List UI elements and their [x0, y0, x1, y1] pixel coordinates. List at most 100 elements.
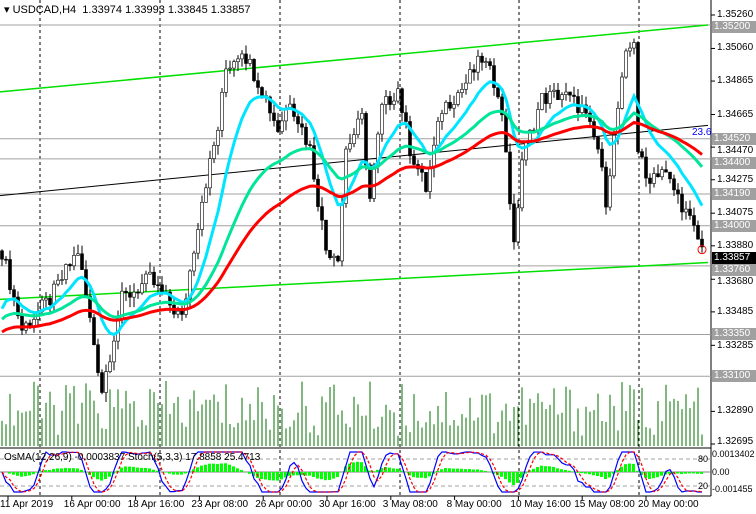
osma-bar	[548, 466, 551, 472]
candle-body	[228, 67, 232, 70]
candle-body	[420, 168, 424, 173]
osma-bar	[252, 472, 255, 477]
candle-body	[308, 144, 312, 146]
osma-bar	[232, 466, 235, 472]
level-label: 1.34190	[712, 187, 756, 200]
candle-body	[96, 344, 100, 373]
osma-bar	[184, 472, 187, 474]
osma-bar	[416, 472, 419, 478]
candle-body	[684, 208, 688, 213]
osma-bar	[132, 466, 135, 472]
osma-bar	[676, 472, 679, 474]
osma-bar	[396, 468, 399, 472]
osma-bar	[264, 472, 267, 480]
candle-body	[488, 61, 492, 66]
y-tick-label: 1.33680	[717, 275, 754, 287]
y-tick-label: 1.33485	[717, 305, 754, 317]
candle-body	[212, 145, 216, 159]
osma-bar	[204, 464, 207, 472]
osma-bar	[80, 469, 83, 472]
osma-bar	[224, 463, 227, 472]
candle-body	[340, 203, 344, 262]
candle-body	[280, 120, 284, 132]
candle-body	[56, 279, 60, 285]
osma-bar	[220, 463, 223, 472]
osma-bar	[136, 467, 139, 472]
candle-body	[560, 94, 564, 100]
candle-body	[540, 93, 544, 110]
osma-bar	[640, 472, 643, 476]
osma-bar	[60, 468, 63, 472]
candle-body	[100, 372, 104, 393]
current-price-label: 1.33857	[712, 251, 756, 264]
candle-body	[524, 141, 528, 161]
osma-bar	[288, 472, 291, 476]
osma-bar	[444, 468, 447, 472]
candle-body	[48, 297, 52, 305]
osma-bar	[576, 472, 579, 473]
osma-bar	[120, 467, 123, 472]
osma-bar	[392, 468, 395, 472]
candle-body	[156, 284, 160, 287]
candle-body	[512, 203, 516, 243]
candle-body	[192, 252, 196, 272]
candle-body	[320, 206, 324, 221]
osma-bar	[16, 472, 19, 476]
osma-bar	[164, 472, 167, 473]
osma-bar	[308, 472, 311, 476]
osma-bar	[344, 466, 347, 472]
level-label: 1.35200	[712, 21, 756, 33]
osma-bar	[460, 468, 463, 472]
candle-body	[564, 91, 568, 95]
osma-bar	[324, 472, 327, 481]
osma-bar	[284, 472, 287, 478]
osma-bar	[684, 472, 687, 474]
osma-bar	[48, 470, 51, 472]
candle-body	[676, 189, 680, 195]
osma-bar	[660, 472, 663, 476]
osma-bar	[168, 472, 171, 474]
candle-body	[332, 255, 336, 258]
osma-bar	[464, 469, 467, 472]
osma-bar	[328, 472, 331, 480]
osma-axis-max: 0.0013402	[712, 449, 755, 459]
candle-body	[664, 169, 668, 173]
osma-bar	[424, 472, 427, 479]
osma-bar	[32, 472, 35, 475]
osma-bar	[108, 472, 111, 477]
osma-bar	[520, 472, 523, 478]
candle-body	[592, 121, 596, 138]
candle-body	[328, 249, 332, 258]
x-tick-label: 20 May 00:00	[638, 499, 699, 510]
candle-body	[400, 88, 404, 113]
osma-bar	[544, 466, 547, 472]
osma-bar	[436, 470, 439, 472]
candle-body	[0, 250, 4, 260]
candle-body	[80, 253, 84, 270]
osma-bar	[196, 467, 199, 472]
candle-body	[640, 151, 644, 158]
candle-body	[184, 298, 188, 315]
osma-bar	[568, 470, 571, 472]
ma-fast-line	[0, 80, 704, 337]
trendline-upper	[0, 24, 709, 93]
osma-bar	[104, 472, 107, 479]
osma-bar	[564, 469, 567, 472]
candle-body	[444, 101, 448, 114]
osma-bar	[8, 472, 11, 474]
x-tick-label: 18 Apr 16:00	[127, 499, 185, 510]
level-label: 1.33350	[712, 328, 756, 341]
osma-bar	[528, 470, 531, 472]
osma-bar	[656, 472, 659, 478]
candle-body	[408, 121, 412, 157]
osma-bar	[356, 461, 359, 472]
candle-body	[628, 47, 632, 52]
candle-body	[456, 92, 460, 105]
candle-body	[88, 295, 92, 318]
candle-body	[104, 371, 108, 393]
candle-body	[136, 291, 140, 294]
osma-bar	[624, 464, 627, 472]
candle-body	[204, 187, 208, 203]
